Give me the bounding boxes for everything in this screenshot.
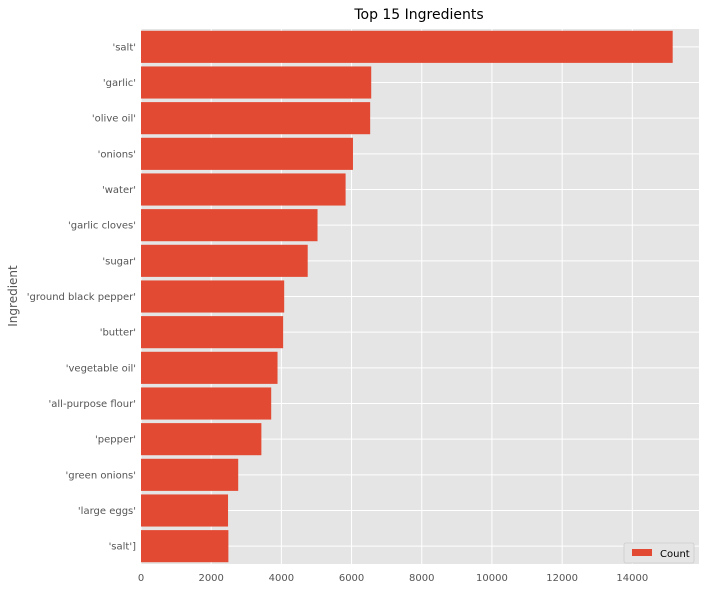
y-tick-label: 'sugar' (102, 256, 136, 267)
legend-swatch (632, 549, 652, 556)
bar (141, 316, 284, 349)
y-tick-label: 'butter' (100, 328, 136, 339)
x-tick-label: 2000 (198, 573, 223, 584)
bar (141, 209, 318, 242)
x-tick-label: 6000 (339, 573, 364, 584)
y-tick-labels: 'salt' 'garlic' 'olive oil' 'onions' 'water'… (27, 42, 136, 552)
y-tick-label: 'ground black pepper' (27, 292, 136, 303)
bars (141, 30, 673, 563)
y-tick-label: 'onions' (98, 149, 136, 160)
bar (141, 137, 353, 170)
y-tick-label: 'pepper' (95, 435, 136, 446)
legend-label: Count (660, 549, 690, 560)
x-tick-label: 8000 (409, 573, 434, 584)
bar (141, 530, 229, 563)
y-tick-label: 'large eggs' (78, 506, 136, 517)
y-tick-label: 'olive oil' (92, 114, 136, 125)
y-tick-label: 'salt' (112, 42, 136, 53)
bar (141, 351, 278, 384)
x-tick-label: 4000 (269, 573, 294, 584)
chart-title: Top 15 Ingredients (353, 7, 483, 23)
x-tick-label: 14000 (616, 573, 648, 584)
bar (141, 494, 229, 527)
bar (141, 387, 272, 420)
bar (141, 66, 372, 99)
x-tick-labels: 0 2000 4000 6000 8000 10000 12000 14000 (138, 573, 648, 584)
y-tick-label: 'garlic' (103, 78, 136, 89)
bar (141, 30, 673, 63)
legend: Count (623, 542, 695, 564)
bar (141, 280, 285, 313)
legend-box (623, 542, 695, 564)
y-tick-label: 'green onions' (66, 470, 136, 481)
bar (141, 423, 262, 456)
bar (141, 173, 346, 206)
x-tick-label: 12000 (546, 573, 578, 584)
x-tick-label: 0 (138, 573, 144, 584)
y-axis-label: Ingredient (6, 265, 20, 327)
y-tick-label: 'garlic cloves' (68, 221, 136, 232)
y-tick-label: 'vegetable oil' (66, 363, 136, 374)
y-tick-label: 'water' (102, 185, 136, 196)
bar (141, 458, 239, 491)
bar (141, 244, 308, 277)
bar (141, 102, 371, 135)
y-tick-label: 'salt'] (109, 542, 137, 553)
y-tick-label: 'all-purpose flour' (49, 399, 136, 410)
x-tick-label: 10000 (476, 573, 508, 584)
